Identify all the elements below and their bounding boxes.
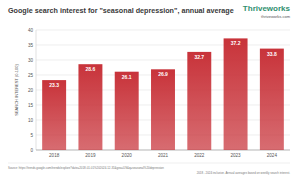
y-axis bbox=[36, 30, 37, 150]
data-label: 33.8 bbox=[267, 51, 277, 57]
chart: Google search interest for "seasonal dep… bbox=[0, 0, 299, 177]
footer-rule bbox=[8, 163, 290, 164]
y-tick-label: 15 bbox=[28, 103, 34, 108]
data-label: 23.3 bbox=[49, 82, 59, 88]
data-label: 37.2 bbox=[231, 40, 241, 46]
bar bbox=[78, 64, 102, 150]
grid-line bbox=[36, 45, 290, 46]
data-label: 26.1 bbox=[122, 74, 132, 80]
brand-url: thriveworks.com bbox=[261, 14, 291, 19]
grid-line bbox=[36, 60, 290, 61]
labels: 23.3 2018 28.6 2019 26.1 2020 26.9 2021 32.7 2022… bbox=[49, 40, 277, 158]
x-tick-label: 2021 bbox=[158, 153, 169, 158]
note: 2018 - 2024 inclusive. Annual averages b… bbox=[197, 171, 291, 175]
bar bbox=[42, 80, 66, 150]
brand: Thriveworks bbox=[243, 4, 291, 13]
y-tick-label: 5 bbox=[30, 133, 33, 138]
bar bbox=[151, 69, 175, 150]
y-tick-label: 20 bbox=[28, 88, 34, 93]
y-axis-label: SEARCH INTEREST (0-100) bbox=[14, 64, 19, 116]
title: Google search interest for "seasonal dep… bbox=[8, 6, 234, 15]
bars bbox=[42, 38, 284, 150]
bar bbox=[115, 72, 139, 150]
source: Source: https://trends.google.com/trends… bbox=[8, 166, 164, 170]
x-tick-label: 2020 bbox=[122, 153, 133, 158]
x-tick-label: 2018 bbox=[49, 153, 60, 158]
x-tick-label: 2019 bbox=[85, 153, 96, 158]
bar bbox=[224, 38, 248, 150]
y-tick-label: 10 bbox=[28, 118, 34, 123]
y-tick-label: 40 bbox=[28, 28, 34, 33]
grid-line bbox=[36, 30, 290, 31]
bar bbox=[187, 52, 211, 150]
data-label: 26.9 bbox=[158, 71, 168, 77]
bar bbox=[260, 49, 284, 150]
data-label: 28.6 bbox=[86, 66, 96, 72]
x-tick-label: 2023 bbox=[230, 153, 241, 158]
y-tick-label: 30 bbox=[28, 58, 34, 63]
x-tick-label: 2022 bbox=[194, 153, 205, 158]
x-tick-label: 2024 bbox=[267, 153, 278, 158]
y-tick-label: 35 bbox=[28, 43, 34, 48]
y-tick-label: 0 bbox=[30, 148, 33, 153]
data-label: 32.7 bbox=[194, 54, 204, 60]
y-tick-label: 25 bbox=[28, 73, 34, 78]
